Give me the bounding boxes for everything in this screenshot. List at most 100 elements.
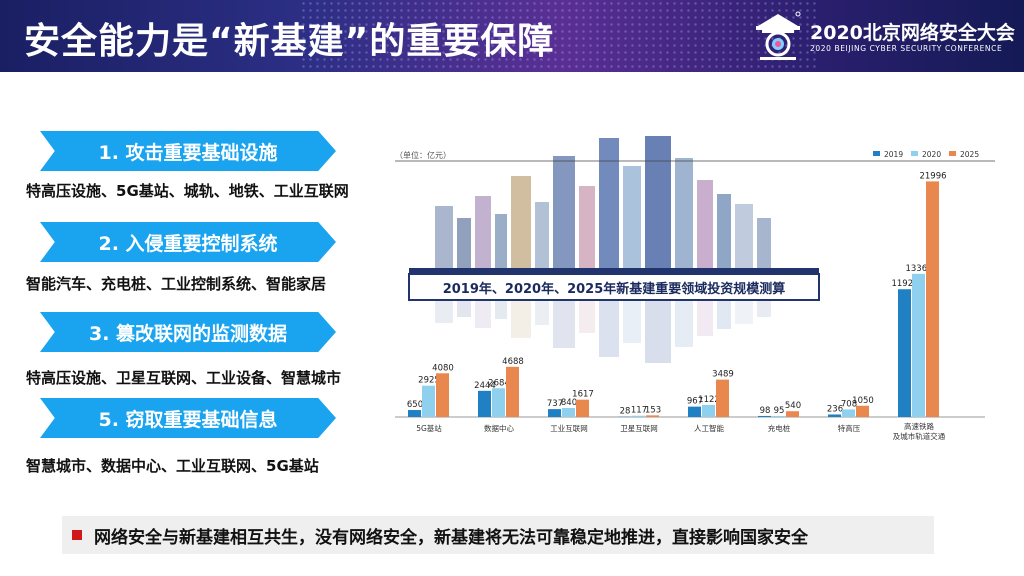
bar-value-label-2019-8: 11929: [891, 279, 918, 289]
bar-2019-7: [828, 414, 841, 417]
bar-2025-1: [436, 373, 449, 417]
bar-2019-5: [688, 406, 701, 417]
skyline-building-16: [757, 218, 771, 276]
bar-2020-7: [842, 409, 855, 417]
category-label-5: 人工智能: [694, 423, 724, 433]
bar-value-label-2025-5: 3489: [712, 370, 734, 380]
bar-value-label-2019-6: 98: [760, 406, 771, 416]
bar-2025-8: [926, 181, 939, 417]
bar-value-label-2020-7: 708: [841, 399, 857, 409]
bar-2025-3: [576, 399, 589, 417]
bar-value-label-2020-2: 2684: [488, 378, 510, 388]
skyline-building-2: [457, 218, 471, 276]
threat-title-4: 5. 窃取重要基础信息: [40, 398, 336, 438]
legend-swatch-2020: [911, 151, 918, 156]
bar-value-label-2025-7: 1050: [852, 396, 874, 406]
bar-2020-5: [702, 404, 715, 417]
bar-2020-4: [632, 415, 645, 417]
bar-2019-6: [758, 415, 771, 417]
bar-2025-5: [716, 379, 729, 417]
category-label-2: 数据中心: [484, 423, 514, 433]
bar-2025-4: [646, 415, 659, 417]
threat-examples-4: 智慧城市、数据中心、工业互联网、5G基站: [26, 457, 319, 475]
skyline-reflection-9: [599, 288, 619, 357]
bar-2020-2: [492, 388, 505, 417]
skyline-building-7: [553, 156, 575, 276]
skyline-reflection-12: [675, 288, 693, 347]
page-title: 安全能力是“新基建”的重要保障: [24, 21, 555, 62]
bar-value-label-2025-6: 540: [785, 401, 801, 411]
bar-value-label-2020-8: 13365: [905, 264, 932, 274]
bar-value-label-2020-4: 117: [631, 406, 647, 416]
conference-logo-icon: [756, 11, 801, 60]
threat-title-2: 2. 入侵重要控制系统: [40, 222, 336, 262]
skyline-building-11: [645, 136, 671, 276]
footer-statement-bar: 网络安全与新基建相互共生，没有网络安全，新基建将无法可靠稳定地推进，直接影响国家…: [62, 516, 934, 554]
threat-title-1: 1. 攻击重要基础设施: [40, 131, 336, 171]
skyline-building-12: [675, 158, 693, 276]
legend-swatch-2025: [949, 151, 956, 156]
skyline-building-3: [475, 196, 491, 276]
bar-2020-3: [562, 408, 575, 417]
bar-2025-7: [856, 405, 869, 417]
bar-value-label-2019-1: 650: [407, 400, 423, 410]
bar-value-label-2025-3: 1617: [572, 390, 594, 400]
skyline-reflection-10: [623, 288, 641, 343]
bar-2019-3: [548, 409, 561, 417]
bar-2019-8: [898, 289, 911, 417]
bar-value-label-2020-6: 95: [774, 406, 785, 416]
skyline-building-15: [735, 204, 753, 276]
bar-2020-1: [422, 385, 435, 417]
skyline-building-10: [623, 166, 641, 276]
investment-chart: 2019年、2020年、2025年新基建重要领域投资规模测算 （单位：亿元） 201…: [395, 136, 995, 441]
bar-value-label-2020-5: 1122: [698, 395, 720, 405]
category-label-8-line2: 及城市轨道交通: [893, 431, 946, 441]
category-label-4: 卫星互联网: [620, 424, 658, 433]
category-label-6: 充电桩: [768, 423, 791, 433]
bar-2019-1: [408, 410, 421, 417]
bar-value-label-2025-4: 153: [645, 405, 661, 415]
skyline-building-9: [599, 138, 619, 276]
conference-name-cn: 2020北京网络安全大会: [810, 22, 1015, 44]
bar-2019-2: [478, 390, 491, 417]
chart-title-box: [408, 273, 820, 301]
chart-unit-label: （单位：亿元）: [395, 150, 451, 160]
skyline-reflection-7: [553, 288, 575, 348]
chart-title-box-bar: [409, 268, 819, 274]
skyline-building-8: [579, 186, 595, 276]
bar-value-label-2019-3: 737: [547, 399, 563, 409]
bar-value-label-2019-4: 28: [620, 407, 631, 417]
bar-value-label-2019-7: 236: [827, 404, 843, 414]
bar-value-label-2020-3: 840: [561, 398, 577, 408]
bar-value-label-2020-1: 2925: [418, 376, 440, 386]
bar-2020-6: [772, 415, 785, 417]
bar-value-label-2019-5: 967: [687, 397, 703, 407]
threat-title-3: 3. 篡改联网的监测数据: [40, 312, 336, 352]
legend-swatch-2019: [873, 151, 880, 156]
legend-label-2019: 2019: [884, 150, 903, 159]
category-label-7: 特高压: [838, 423, 861, 433]
bullet-square-icon: [72, 530, 82, 540]
skyline-building-13: [697, 180, 713, 276]
skyline-building-6: [535, 202, 549, 276]
threat-examples-1: 特高压设施、5G基站、城轨、地铁、工业互联网: [26, 182, 349, 200]
skyline-building-1: [435, 206, 453, 276]
bar-value-label-2019-2: 2444: [474, 381, 496, 391]
threat-examples-2: 智能汽车、充电桩、工业控制系统、智能家居: [26, 275, 327, 293]
bar-value-label-2025-1: 4080: [432, 363, 454, 373]
legend-label-2025: 2025: [960, 150, 979, 159]
footer-statement: 网络安全与新基建相互共生，没有网络安全，新基建将无法可靠稳定地推进，直接影响国家…: [94, 527, 808, 548]
bar-2020-8: [912, 273, 925, 417]
skyline-building-4: [495, 214, 507, 276]
threat-examples-3: 特高压设施、卫星互联网、工业设备、智慧城市: [26, 369, 342, 387]
category-label-8-line1: 高速铁路: [904, 421, 934, 431]
bar-value-label-2025-8: 21996: [919, 171, 946, 181]
bar-2025-6: [786, 411, 799, 417]
chart-title: 2019年、2020年、2025年新基建重要领域投资规模测算: [443, 281, 786, 297]
skyline-building-14: [717, 194, 731, 276]
category-label-1: 5G基站: [416, 423, 442, 433]
header-banner: 安全能力是“新基建”的重要保障 2020北京网络安全大会 2020 BEIJIN…: [0, 0, 1024, 72]
skyline-building-5: [511, 176, 531, 276]
category-label-3: 工业互联网: [550, 423, 588, 433]
bar-2025-2: [506, 366, 519, 417]
